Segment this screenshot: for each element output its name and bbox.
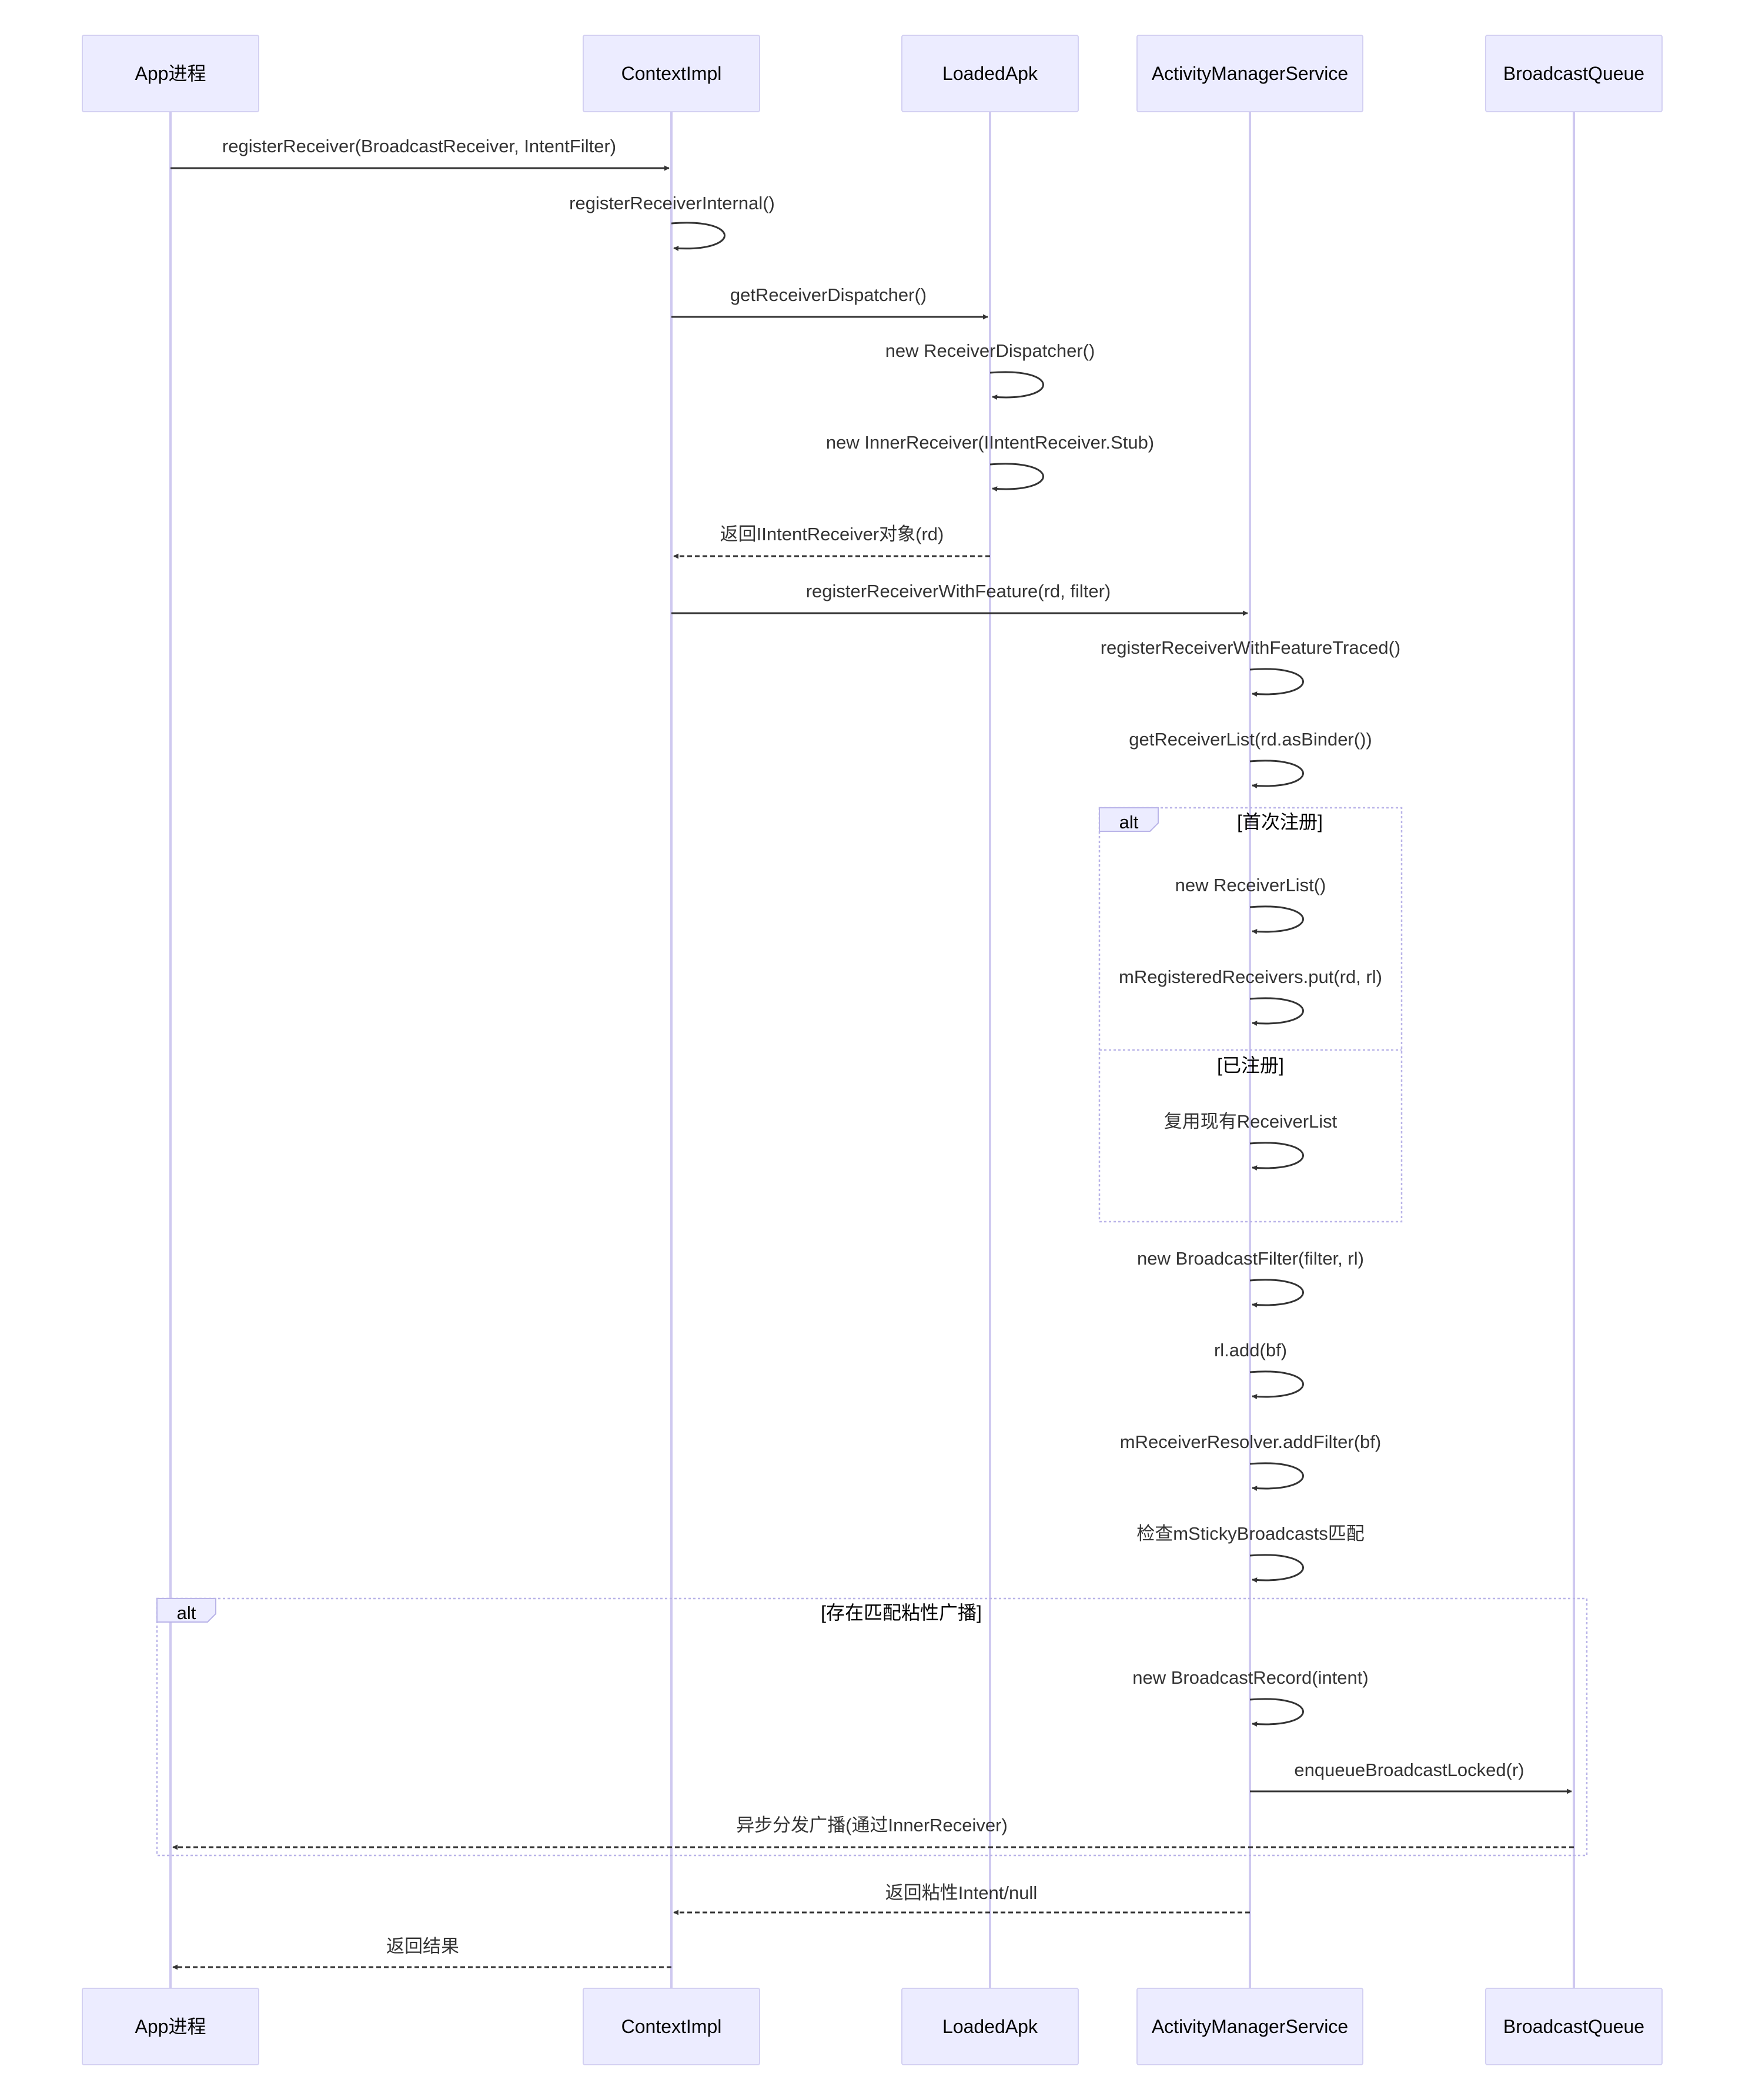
actor-loadedapk: LoadedApk: [901, 1988, 1079, 2065]
message-label: 返回粘性Intent/null: [885, 1882, 1037, 1903]
self-message-arrow: [989, 371, 1044, 400]
alt-frame-border: [1098, 807, 1403, 1223]
actors-top: App进程 ContextImpl LoadedApk ActivityMana…: [82, 35, 1663, 112]
actor-label: App进程: [135, 63, 206, 84]
message-label: new BroadcastFilter(filter, rl): [1137, 1248, 1364, 1269]
actor-box: [1485, 1988, 1663, 2065]
message-label: getReceiverDispatcher(): [730, 285, 927, 305]
alt-frame-first-registration: alt [首次注册] [已注册]: [1098, 807, 1403, 1223]
alt-frame-border: [156, 1597, 1588, 1857]
actor-box: [82, 1988, 259, 2065]
actor-label: ActivityManagerService: [1152, 63, 1348, 84]
actor-label: ContextImpl: [621, 63, 722, 84]
actor-box: [583, 35, 760, 112]
message-label: registerReceiverWithFeature(rd, filter): [806, 581, 1111, 601]
message-label: new ReceiverDispatcher(): [885, 340, 1095, 361]
actor-box: [1485, 35, 1663, 112]
self-message-arrow: [989, 463, 1044, 492]
actor-label: LoadedApk: [942, 63, 1038, 84]
message-label: rl.add(bf): [1214, 1340, 1287, 1360]
actor-ams: ActivityManagerService: [1136, 35, 1363, 112]
actor-contextimpl: ContextImpl: [583, 35, 760, 112]
message-label: 检查mStickyBroadcasts匹配: [1136, 1523, 1365, 1544]
actor-contextimpl: ContextImpl: [583, 1988, 760, 2065]
actor-label: ContextImpl: [621, 2016, 722, 2037]
actor-ams: ActivityManagerService: [1136, 1988, 1363, 2065]
self-message-arrow: [671, 222, 725, 252]
actor-box: [1136, 35, 1363, 112]
actor-label: BroadcastQueue: [1503, 63, 1644, 84]
self-message-arrow: [1249, 1142, 1304, 1171]
message-label: new BroadcastRecord(intent): [1132, 1667, 1368, 1688]
message-label: mRegisteredReceivers.put(rd, rl): [1119, 967, 1382, 987]
self-message-arrow: [1249, 668, 1304, 697]
message-label: mReceiverResolver.addFilter(bf): [1120, 1432, 1381, 1452]
self-message-arrow: [1249, 1370, 1304, 1400]
message-label: 返回结果: [386, 1936, 459, 1957]
message-label: registerReceiver(BroadcastReceiver, Inte…: [222, 136, 616, 156]
actor-app: App进程: [82, 35, 259, 112]
message-label: 返回IIntentReceiver对象(rd): [720, 524, 944, 544]
self-message-arrow: [1249, 905, 1304, 935]
self-message-arrow: [1249, 1554, 1304, 1583]
actor-box: [82, 35, 259, 112]
self-message-arrow: [1249, 1279, 1304, 1308]
actor-broadcastqueue: BroadcastQueue: [1485, 35, 1663, 112]
actor-app: App进程: [82, 1988, 259, 2065]
messages: registerReceiver(BroadcastReceiver, Inte…: [170, 136, 1574, 1970]
actor-label: ActivityManagerService: [1152, 2016, 1348, 2037]
actor-box: [901, 1988, 1079, 2065]
alt-frame-condition-registered: [已注册]: [1217, 1055, 1284, 1076]
alt-frame-keyword: alt: [177, 1603, 196, 1623]
self-message-arrow: [1249, 1698, 1304, 1727]
actor-label: App进程: [135, 2016, 206, 2037]
message-label: 异步分发广播(通过InnerReceiver): [736, 1815, 1008, 1835]
message-label: getReceiverList(rd.asBinder()): [1129, 729, 1372, 750]
message-label: registerReceiverInternal(): [569, 193, 775, 213]
actors-bottom: App进程 ContextImpl LoadedApk ActivityMana…: [82, 1988, 1663, 2065]
self-message-arrow: [1249, 997, 1304, 1026]
message-label: new ReceiverList(): [1175, 875, 1326, 895]
actor-loadedapk: LoadedApk: [901, 35, 1079, 112]
message-label: 复用现有ReceiverList: [1164, 1111, 1338, 1132]
self-message-arrow: [1249, 1462, 1304, 1492]
alt-frame-sticky-broadcast: alt [存在匹配粘性广播]: [156, 1597, 1588, 1857]
self-message-arrow: [1249, 760, 1304, 789]
actor-label: BroadcastQueue: [1503, 2016, 1644, 2037]
actor-box: [1136, 1988, 1363, 2065]
actor-box: [583, 1988, 760, 2065]
actor-label: LoadedApk: [942, 2016, 1038, 2037]
actor-broadcastqueue: BroadcastQueue: [1485, 1988, 1663, 2065]
actor-box: [901, 35, 1079, 112]
alt-frame-keyword: alt: [1119, 812, 1139, 832]
alt-frame-tab: [1099, 807, 1159, 832]
message-label: registerReceiverWithFeatureTraced(): [1101, 637, 1401, 658]
alt-frame-condition-sticky: [存在匹配粘性广播]: [821, 1602, 982, 1623]
message-label: new InnerReceiver(IIntentReceiver.Stub): [826, 432, 1154, 453]
lifelines: [169, 112, 1575, 1988]
message-label: enqueueBroadcastLocked(r): [1294, 1760, 1524, 1780]
alt-frame-tab: [156, 1598, 216, 1623]
alt-frame-condition-first: [首次注册]: [1237, 811, 1323, 832]
